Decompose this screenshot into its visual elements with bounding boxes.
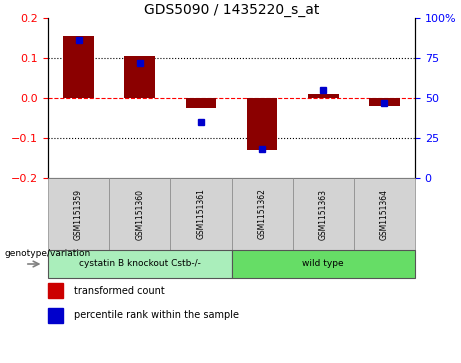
- Bar: [48, 250, 231, 278]
- Bar: [308, 94, 338, 98]
- Bar: [109, 178, 170, 250]
- Text: GSM1151361: GSM1151361: [196, 188, 206, 240]
- Text: transformed count: transformed count: [74, 286, 165, 295]
- Text: GSM1151363: GSM1151363: [319, 188, 328, 240]
- Bar: [63, 36, 94, 98]
- Bar: [186, 98, 216, 108]
- Bar: [293, 178, 354, 250]
- Bar: [247, 98, 278, 150]
- Text: GSM1151362: GSM1151362: [258, 188, 266, 240]
- Text: GSM1151364: GSM1151364: [380, 188, 389, 240]
- Text: wild type: wild type: [302, 260, 344, 269]
- Bar: [48, 178, 109, 250]
- Bar: [369, 98, 400, 106]
- Bar: [354, 178, 415, 250]
- Text: percentile rank within the sample: percentile rank within the sample: [74, 310, 239, 321]
- Text: GSM1151359: GSM1151359: [74, 188, 83, 240]
- Bar: [48, 308, 63, 323]
- Bar: [231, 178, 293, 250]
- Title: GDS5090 / 1435220_s_at: GDS5090 / 1435220_s_at: [144, 3, 319, 17]
- Text: genotype/variation: genotype/variation: [5, 249, 91, 258]
- Text: GSM1151360: GSM1151360: [135, 188, 144, 240]
- Bar: [48, 283, 63, 298]
- Bar: [231, 250, 415, 278]
- Bar: [170, 178, 231, 250]
- Text: cystatin B knockout Cstb-/-: cystatin B knockout Cstb-/-: [79, 260, 201, 269]
- Bar: [124, 56, 155, 98]
